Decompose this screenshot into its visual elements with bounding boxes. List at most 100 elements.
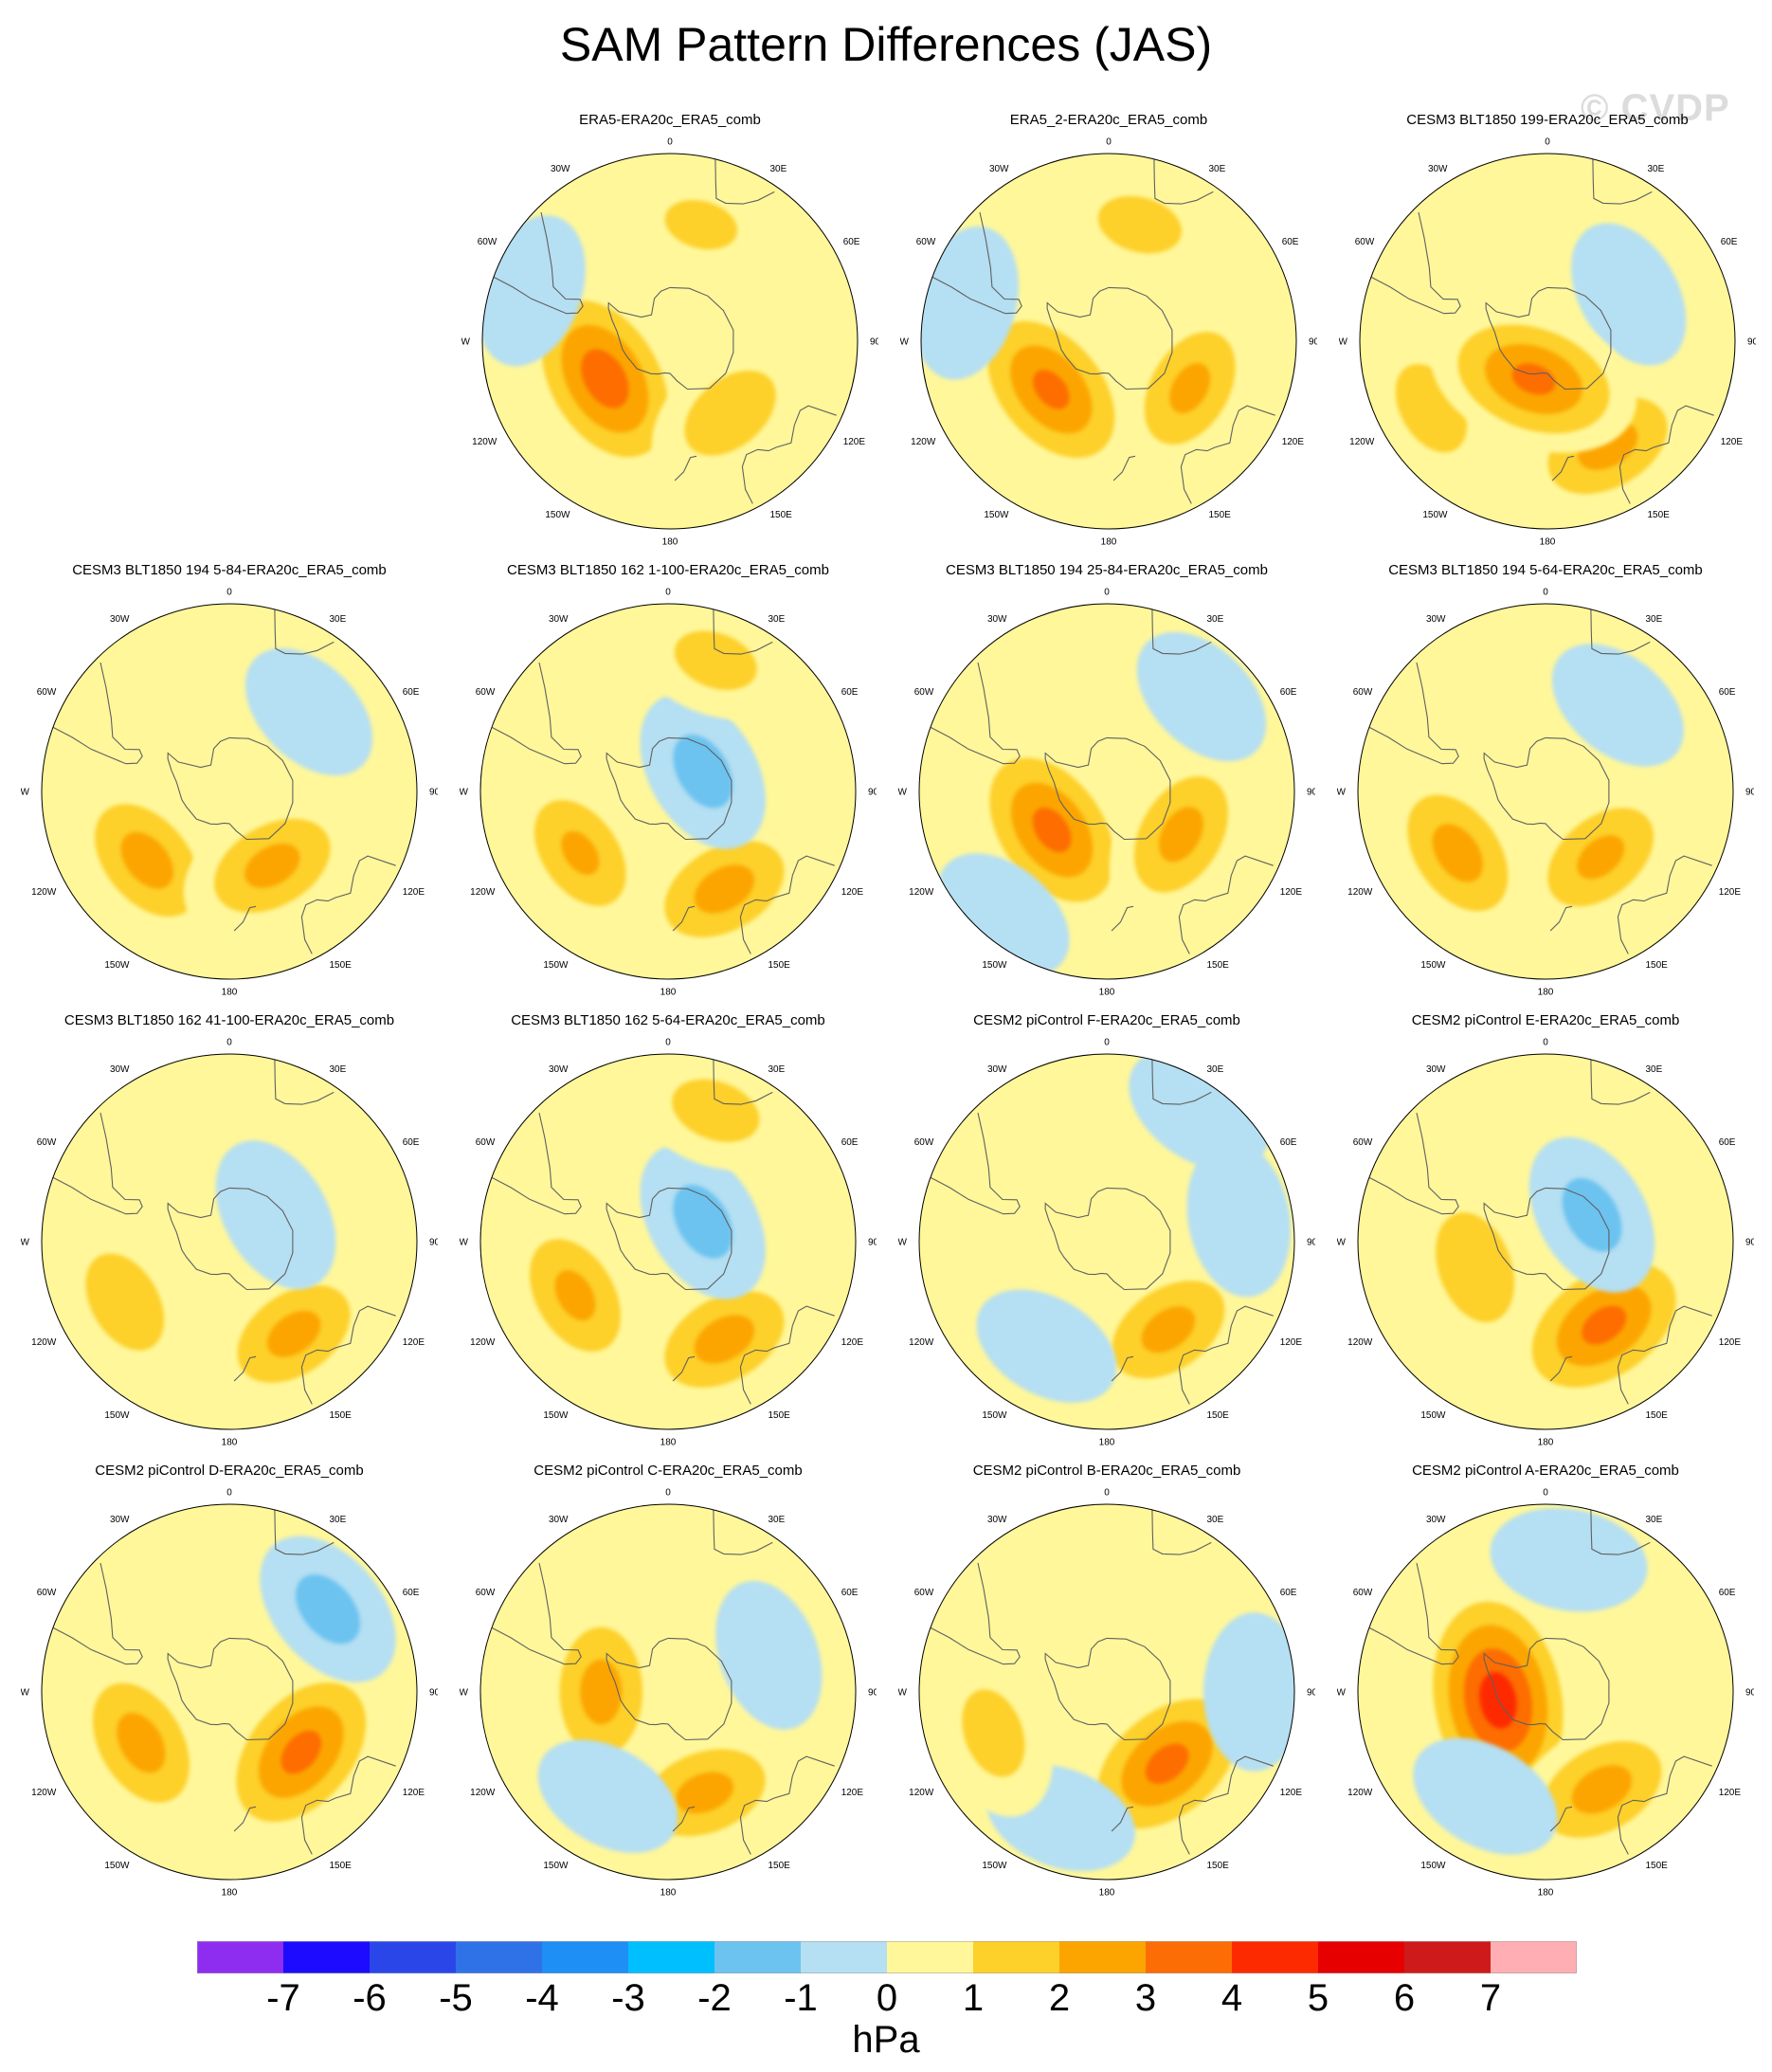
lon-label: 120E (1280, 887, 1303, 898)
lon-label: 150W (104, 960, 130, 971)
lon-label: 90E (1745, 788, 1754, 798)
coastline-australia (1178, 1305, 1274, 1405)
lon-label: 120E (1282, 437, 1305, 447)
coastline-australia (300, 1305, 396, 1405)
lon-label: 90E (868, 1688, 877, 1699)
lon-label: 150W (104, 1861, 130, 1871)
map-border (1357, 603, 1734, 980)
lon-label: 30E (768, 1515, 786, 1525)
anomaly-contour (715, 1580, 823, 1730)
lon-label: 90E (429, 1238, 438, 1248)
lon-label: 30E (1646, 614, 1663, 625)
coastline-newZealand (1549, 1355, 1573, 1382)
anomaly-contour (581, 349, 629, 409)
map-panel: CESM2 piControl C-ERA20c_ERA5_comb 0 30E 60… (460, 1463, 877, 1899)
lon-label: 120E (841, 1788, 864, 1798)
lon-label: 150W (543, 960, 569, 971)
coastline-antarctica (606, 1187, 732, 1291)
coastline-africa (1590, 609, 1651, 655)
anomaly-contour (1032, 808, 1072, 853)
coastline-newZealand (1551, 455, 1575, 482)
coastline-australia (1617, 1755, 1712, 1855)
lon-label: 0 (1104, 1488, 1110, 1499)
lon-label: 30E (330, 614, 347, 625)
lon-label: 60E (403, 1137, 420, 1148)
lon-label: 90W (898, 788, 908, 798)
lon-label: 180 (660, 1438, 677, 1447)
lon-label: 90W (460, 1688, 469, 1699)
polar-map: 0 30E 60E 90E 120E 150E 180 150W 120W 90W 60W 30W (21, 588, 438, 997)
map-panel: CESM2 piControl B-ERA20c_ERA5_comb 0 30E 60… (898, 1463, 1315, 1899)
coastline-newZealand (1112, 455, 1136, 482)
lon-label: 180 (1099, 1888, 1115, 1898)
coastline-australia (1617, 855, 1712, 954)
coastline-australia (739, 1305, 835, 1405)
map-panel: CESM2 piControl D-ERA20c_ERA5_comb 0 30E 60… (21, 1463, 438, 1899)
polar-map: 0 30E 60E 90E 120E 150E 180 150W 120W 90W 60W 30W (21, 1038, 438, 1447)
map-panel: CESM3 BLT1850 194 5-64-ERA20c_ERA5_comb 0… (1337, 562, 1754, 998)
polar-map: 0 30E 60E 90E 120E 150E 180 150W 120W 90W 60W 30W (898, 1038, 1315, 1447)
lon-label: 60E (843, 237, 860, 247)
lon-label: 120W (909, 1337, 934, 1348)
lon-label: 60W (914, 687, 934, 698)
lon-label: 30W (1426, 1515, 1446, 1525)
lon-label: 90E (868, 1238, 877, 1248)
coastline-southAmerica (491, 1112, 582, 1215)
coastline-australia (1618, 405, 1714, 504)
panel-title: CESM3 BLT1850 194 25-84-ERA20c_ERA5_comb (946, 562, 1268, 578)
coastline-africa (1153, 158, 1214, 205)
lon-label: 0 (1104, 1038, 1110, 1048)
lon-label: 60W (916, 237, 936, 247)
anomaly-contour (1145, 1743, 1189, 1784)
lon-label: 150E (1648, 510, 1671, 520)
lon-label: 60W (476, 1588, 496, 1598)
lon-label: 120W (31, 1337, 57, 1348)
map-border (479, 603, 857, 980)
figure-title: SAM Pattern Differences (JAS) (559, 18, 1213, 71)
colorbar-box (1491, 1941, 1577, 1973)
lon-label: 30W (987, 614, 1007, 625)
lon-label: 30E (1648, 164, 1665, 174)
lon-label: 60W (1353, 687, 1373, 698)
anomaly-contour (537, 1739, 678, 1853)
anomaly-contour (244, 843, 300, 888)
anomaly-contour (694, 1315, 754, 1364)
lon-label: 90W (460, 1238, 469, 1248)
polar-map: 0 30E 60E 90E 120E 150E 180 150W 120W 90W 60W 30W (460, 1488, 877, 1898)
lon-label: 60W (914, 1137, 934, 1148)
lon-label: 90W (1339, 337, 1348, 348)
lon-label: 150E (768, 1861, 791, 1871)
colorbar (197, 1941, 1577, 1973)
lon-label: 120E (1719, 887, 1742, 898)
lon-label: 30W (1426, 1064, 1446, 1075)
lon-label: 60E (403, 1588, 420, 1598)
colorbar-box (887, 1941, 974, 1973)
map-border (41, 1053, 418, 1430)
map-border (479, 1053, 857, 1430)
lon-label: 120E (1280, 1788, 1303, 1798)
lon-label: 30W (987, 1515, 1007, 1525)
lon-label: 30W (1428, 164, 1448, 174)
colorbar-box (283, 1941, 371, 1973)
lon-label: 90E (1745, 1238, 1754, 1248)
lon-label: 150E (1207, 960, 1230, 971)
anomaly-contour (296, 1574, 360, 1645)
lon-label: 90E (1307, 788, 1315, 798)
map-panel: ERA5_2-ERA20c_ERA5_comb 0 30E 60E 90E 120E 150… (900, 112, 1317, 548)
polar-map: 0 30E 60E 90E 120E 150E 180 150W 120W 90W 60W 30W (900, 137, 1317, 547)
lon-label: 150E (330, 960, 353, 971)
coastline-australia (739, 855, 835, 954)
lon-label: 90W (21, 1238, 30, 1248)
anomaly-contour (1432, 824, 1483, 882)
lon-label: 150E (768, 960, 791, 971)
map-border (479, 1503, 857, 1881)
map-panel: CESM3 BLT1850 162 41-100-ERA20c_ERA5_com… (21, 1012, 438, 1448)
lon-label: 150W (984, 510, 1009, 520)
coastline-newZealand (233, 905, 257, 932)
map-border (41, 603, 418, 980)
coastline-antarctica (1483, 1187, 1610, 1291)
lon-label: 150W (982, 1410, 1007, 1421)
anomaly-contour (1033, 370, 1070, 409)
lon-label: 30E (1207, 614, 1224, 625)
lon-label: 150W (982, 960, 1007, 971)
